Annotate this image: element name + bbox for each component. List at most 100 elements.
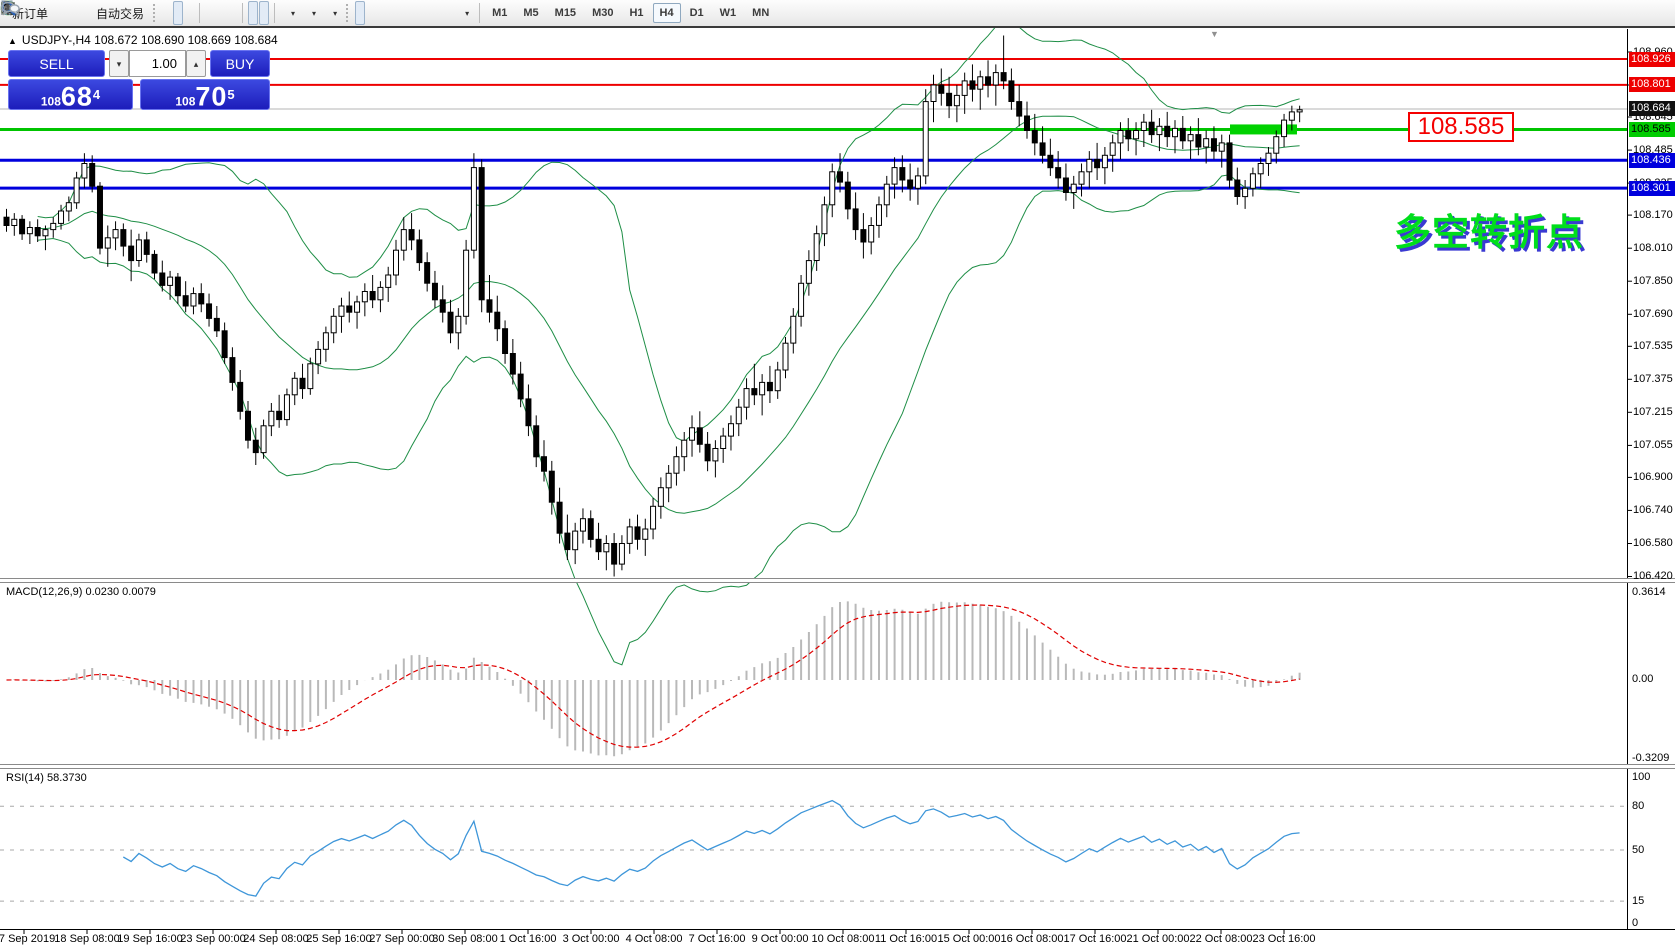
- pane-separator[interactable]: [0, 578, 1675, 583]
- toolbar-separator: [274, 3, 276, 23]
- timeframe-group: M1 M5 M15 M30 H1 H4 D1 W1 MN: [485, 3, 776, 23]
- time-axis-label: 24 Sep 08:00: [243, 933, 309, 945]
- text-label-button[interactable]: T: [1, 1, 453, 25]
- chart-shift-marker-icon[interactable]: ▼: [1210, 29, 1219, 39]
- timeframe-button-D1[interactable]: D1: [689, 7, 704, 19]
- price-tick-label: 108.010: [1633, 241, 1673, 254]
- timeframe-button-M1[interactable]: M1: [492, 7, 508, 19]
- text-button[interactable]: A: [4, 1, 442, 25]
- cursor-button[interactable]: [4, 1, 366, 25]
- period-button[interactable]: ▾: [1, 1, 321, 25]
- trendline-button[interactable]: [1, 1, 409, 25]
- time-axis-label: 19 Sep 16:00: [117, 933, 183, 945]
- rsi-label: RSI(14) 58.3730: [6, 772, 87, 784]
- price-line-label: 108.436: [1629, 152, 1675, 168]
- rsi-axis-label: 80: [1632, 800, 1645, 813]
- fibonacci-button[interactable]: F: [1, 1, 431, 25]
- zoom-in-button[interactable]: [1, 0, 215, 25]
- price-tick-label: 107.535: [1633, 339, 1673, 352]
- time-axis-label: 21 Oct 00:00: [1126, 933, 1190, 945]
- sell-price-prefix: 108: [40, 94, 61, 109]
- toolbar-separator: [242, 3, 244, 23]
- macd-axis-min: -0.3209: [1632, 752, 1670, 764]
- autotrading-button[interactable]: 自动交易: [1, 1, 149, 25]
- buy-price-sup: 5: [227, 87, 235, 102]
- buy-price-prefix: 108: [175, 94, 196, 109]
- macd-label: MACD(12,26,9) 0.0230 0.0079: [6, 586, 156, 598]
- styler-button[interactable]: [2, 1, 64, 25]
- price-tick-label: 106.740: [1633, 503, 1673, 516]
- time-axis-label: 23 Sep 00:00: [180, 933, 246, 945]
- toolbar-drag-handle[interactable]: [346, 4, 351, 22]
- signals-button[interactable]: [0, 0, 86, 25]
- buy-button[interactable]: BUY: [210, 50, 270, 77]
- timeframe-button-H1[interactable]: H1: [629, 7, 644, 19]
- symbol-ohlc-text: USDJPY-,H4 108.672 108.690 108.669 108.6…: [21, 33, 278, 47]
- price-line-label: 108.301: [1629, 180, 1675, 196]
- toolbar: 新订单 自动交易: [0, 0, 1675, 28]
- tile-windows-button[interactable]: [2, 1, 237, 25]
- collapse-marker-icon[interactable]: ▲: [8, 36, 17, 46]
- volume-down-button[interactable]: ▾: [109, 50, 129, 77]
- timeframe-button-M5[interactable]: M5: [523, 7, 539, 19]
- rsi-axis-label: 15: [1632, 895, 1645, 908]
- price-tick-label: 107.850: [1633, 274, 1673, 287]
- one-click-trading-panel: SELL ▾ 1.00 ▴ BUY 108684 108705: [0, 29, 290, 117]
- chart-title: ▲ USDJPY-,H4 108.672 108.690 108.669 108.…: [8, 33, 278, 47]
- period-dropdown-arrow: ▾: [312, 8, 317, 18]
- vertical-line-button[interactable]: [7, 1, 387, 25]
- buy-price-display[interactable]: 108705: [140, 79, 270, 112]
- add-indicator-button[interactable]: ▾: [1, 1, 300, 25]
- sell-button[interactable]: SELL: [8, 50, 105, 77]
- chart-annotation-text: 多空转折点: [1394, 211, 1584, 254]
- price-tick-label: 106.420: [1633, 570, 1673, 582]
- price-line-label: 108.684: [1629, 101, 1675, 117]
- time-axis-label: 10 Oct 08:00: [811, 933, 875, 945]
- time-axis-label: 17 Oct 16:00: [1063, 933, 1127, 945]
- autotrading-label: 自动交易: [96, 6, 145, 21]
- new-order-label: 新订单: [12, 6, 49, 21]
- price-tick-label: 108.485: [1633, 143, 1673, 156]
- auto-scroll-button[interactable]: [1, 1, 259, 25]
- time-axis-label: 23 Oct 16:00: [1252, 933, 1316, 945]
- metaeditor-button[interactable]: [0, 1, 75, 25]
- arrows-button[interactable]: ▾: [1, 1, 474, 25]
- candlestick-chart-button[interactable]: [1, 1, 184, 25]
- timeframe-button-W1[interactable]: W1: [719, 7, 737, 19]
- timeframe-button-MN[interactable]: MN: [752, 7, 770, 19]
- horizontal-line-button[interactable]: [1, 1, 398, 25]
- price-line-label: 108.926: [1629, 51, 1675, 67]
- toolbar-drag-handle[interactable]: [153, 4, 158, 22]
- svg-text:T: T: [5, 3, 12, 15]
- line-chart-button[interactable]: [1, 1, 194, 25]
- time-axis-label: 11 Oct 16:00: [874, 933, 938, 945]
- zoom-out-button[interactable]: [1, 0, 226, 25]
- time-axis-label: 1 Oct 16:00: [499, 933, 557, 945]
- timeframe-button-H4[interactable]: H4: [652, 3, 681, 23]
- timeframe-button-M30[interactable]: M30: [592, 7, 614, 19]
- volume-input[interactable]: 1.00: [129, 50, 186, 77]
- svg-text:A: A: [4, 2, 13, 16]
- toolbar-separator: [199, 3, 201, 23]
- equidistant-channel-button[interactable]: E: [0, 1, 420, 25]
- bar-chart-button[interactable]: [1, 1, 172, 25]
- price-tick-label: 107.215: [1633, 405, 1673, 418]
- time-axis-label: 16 Oct 08:00: [1000, 933, 1064, 945]
- template-button[interactable]: ▾: [1, 1, 342, 25]
- time-axis-label: 15 Oct 00:00: [937, 933, 1001, 945]
- buy-price-big: 70: [195, 81, 228, 112]
- rsi-axis-label: 100: [1632, 771, 1651, 783]
- template-dropdown-arrow: ▾: [333, 8, 338, 18]
- volume-up-button[interactable]: ▴: [186, 50, 206, 77]
- chart-shift-button[interactable]: [1, 1, 270, 25]
- toolbar-separator: [479, 3, 481, 23]
- crosshair-button[interactable]: [1, 1, 376, 25]
- timeframe-button-M15[interactable]: M15: [554, 7, 577, 19]
- sell-price-display[interactable]: 108684: [8, 79, 133, 111]
- price-tick-label: 106.580: [1633, 536, 1673, 549]
- sell-price-sup: 4: [92, 87, 101, 102]
- pane-separator[interactable]: [0, 764, 1675, 769]
- time-axis-label: 7 Oct 16:00: [688, 933, 746, 945]
